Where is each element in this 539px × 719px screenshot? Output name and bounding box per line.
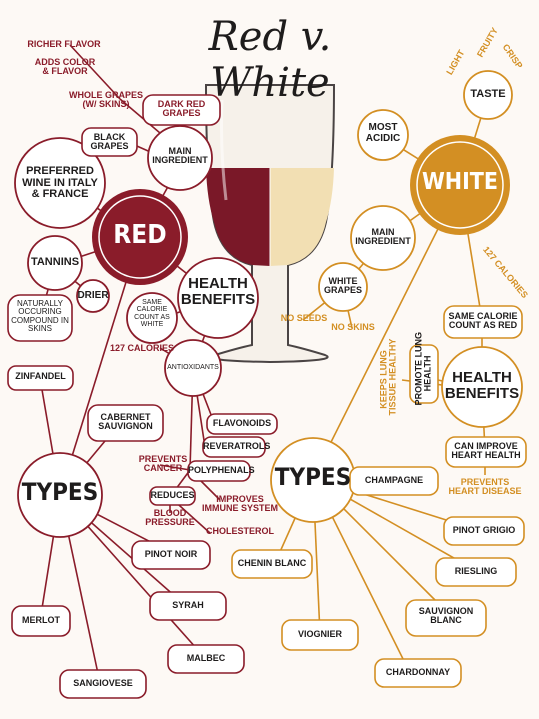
dark-red-grapes-label: DARK RED GRAPES	[157, 99, 206, 119]
no-skins-note: NO SKINS	[331, 322, 375, 332]
red-main-ingredient-label: MAIN INGREDIENT	[152, 146, 208, 166]
red-health-benefits-label: HEALTH BENEFITS	[180, 275, 256, 308]
red-type-syrah: SYRAH	[172, 600, 204, 610]
white-type-sauvignon-blanc: SAUVIGNON BLANC	[418, 606, 474, 626]
improves-immune-note: IMPROVES IMMUNE SYSTEM	[201, 494, 278, 514]
keeps-lung-note: KEEPS LUNG TISSUE HEALTHY	[378, 338, 398, 416]
adds-color-note: ADDS COLOR & FLAVOR	[34, 57, 96, 77]
red-type-sangiovese: SANGIOVESE	[73, 678, 133, 688]
red-types-label: TYPES	[21, 478, 99, 506]
taste-label: TASTE	[470, 88, 506, 100]
blood-pressure-note: BLOOD PRESSURE	[145, 508, 195, 528]
white-type-riesling: RIESLING	[454, 566, 498, 576]
antioxidants-label: ANTIOXIDANTS	[167, 364, 219, 371]
promote-lung-label: PROMOTE LUNG HEALTH	[413, 331, 433, 406]
no-seeds-note: NO SEEDS	[280, 313, 328, 323]
red-type-malbec: MALBEC	[186, 653, 226, 663]
red-hub-label: RED	[113, 220, 167, 250]
prevents-heart-disease-note: PREVENTS HEART DISEASE	[448, 477, 522, 497]
prevents-cancer-note: PREVENTS CANCER	[138, 454, 188, 474]
flavonoids-label: FLAVONOIDS	[212, 418, 272, 428]
red-type-merlot: MERLOT	[22, 615, 60, 625]
black-grapes-label: BLACK GRAPES	[90, 132, 129, 152]
white-shapes	[231, 70, 527, 688]
white-type-chenin-blanc: CHENIN BLANC	[237, 558, 307, 568]
white-types-label: TYPES	[274, 463, 352, 491]
white-type-chardonnay: CHARDONNAY	[385, 667, 451, 677]
red-shapes	[7, 94, 278, 699]
polyphenals-label: POLYPHENALS	[188, 465, 255, 475]
red-type-cabernet-sauvignon: CABERNET SAUVIGNON	[98, 412, 153, 432]
tannins-note: NATURALLY OCCURING COMPOUND IN SKINS	[11, 299, 69, 334]
red-same-calorie-label: SAME CALORIE COUNT AS WHITE	[134, 299, 170, 329]
most-acidic-label: MOST ACIDIC	[365, 122, 401, 144]
white-main-ingredient-label: MAIN INGREDIENT	[355, 227, 411, 247]
red-type-zinfandel: ZINFANDEL	[15, 371, 66, 381]
white-type-viognier: VIOGNIER	[297, 629, 342, 639]
white-same-calorie-label: SAME CALORIE COUNT AS RED	[448, 311, 518, 331]
white-hub-label: WHITE	[421, 169, 499, 195]
reveratrols-label: REVERATROLS	[203, 441, 271, 451]
white-grapes-label: WHITE GRAPES	[323, 276, 362, 296]
red-calories-label: 127 CALORIES	[110, 343, 175, 353]
white-type-champagne: CHAMPAGNE	[364, 475, 424, 485]
reduces-label: REDUCES	[150, 490, 195, 500]
red-type-pinot-noir: PINOT NOIR	[144, 549, 198, 559]
wine-glass-illustration	[204, 84, 336, 364]
cholesterol-note: CHOLESTEROL	[205, 526, 274, 536]
whole-grapes-note: WHOLE GRAPES (W/ SKINS)	[68, 90, 143, 110]
heart-health-label: CAN IMPROVE HEART HEALTH	[451, 441, 521, 461]
drier-label: DRIER	[77, 290, 109, 301]
preferred-wine-label: PREFERRED WINE IN ITALY & FRANCE	[22, 165, 98, 201]
white-health-benefits-label: HEALTH BENEFITS	[444, 369, 520, 402]
page-title: Red v. White	[208, 14, 332, 106]
richer-flavor-note: RICHER FLAVOR	[27, 39, 101, 49]
tannins-label: TANNINS	[30, 256, 80, 268]
white-type-pinot-grigio: PINOT GRIGIO	[452, 525, 516, 535]
